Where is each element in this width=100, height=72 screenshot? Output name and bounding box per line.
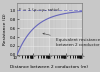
Text: Equivalent resistance
between 2 conductors: Equivalent resistance between 2 conducto… bbox=[43, 33, 100, 47]
Y-axis label: Resistance (Ω): Resistance (Ω) bbox=[4, 13, 8, 45]
Text: F = 1 (ρ₁=ρ₂ ratio): F = 1 (ρ₁=ρ₂ ratio) bbox=[19, 8, 59, 12]
X-axis label: Distance between 2 conductors (m): Distance between 2 conductors (m) bbox=[10, 65, 88, 69]
